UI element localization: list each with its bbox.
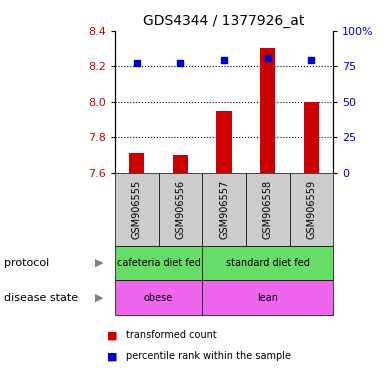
Text: ▶: ▶ (95, 258, 104, 268)
Bar (216, 111, 232, 173)
Text: GSM906558: GSM906558 (263, 180, 273, 239)
Point (265, 55, 271, 61)
Text: transformed count: transformed count (126, 330, 217, 340)
Bar (173, 155, 188, 173)
Text: ■: ■ (107, 351, 118, 361)
Text: ▶: ▶ (95, 293, 104, 303)
Text: standard diet fed: standard diet fed (226, 258, 309, 268)
Point (221, 57, 227, 63)
Text: GSM906559: GSM906559 (306, 180, 316, 239)
Bar (260, 48, 275, 173)
Text: cafeteria diet fed: cafeteria diet fed (117, 258, 200, 268)
Text: GSM906557: GSM906557 (219, 180, 229, 239)
Title: GDS4344 / 1377926_at: GDS4344 / 1377926_at (143, 14, 305, 28)
Bar (304, 102, 319, 173)
Point (308, 57, 314, 63)
Point (177, 60, 183, 66)
Text: protocol: protocol (4, 258, 49, 268)
Text: disease state: disease state (4, 293, 78, 303)
Text: obese: obese (144, 293, 173, 303)
Text: GSM906556: GSM906556 (175, 180, 185, 239)
Bar (129, 153, 144, 173)
Text: ■: ■ (107, 330, 118, 340)
Text: percentile rank within the sample: percentile rank within the sample (126, 351, 291, 361)
Text: lean: lean (257, 293, 278, 303)
Point (134, 60, 140, 66)
Text: GSM906555: GSM906555 (132, 180, 142, 239)
